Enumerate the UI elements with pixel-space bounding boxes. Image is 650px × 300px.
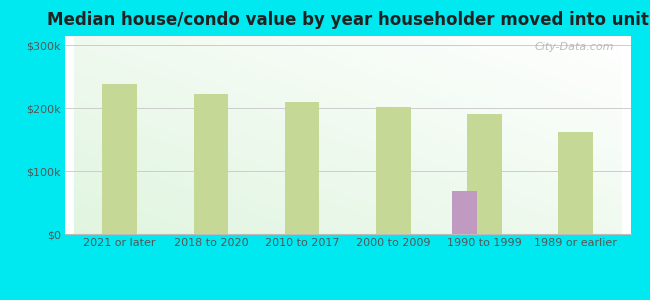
Bar <box>558 131 593 234</box>
Bar <box>194 94 228 234</box>
Bar <box>285 102 320 234</box>
Text: City-Data.com: City-Data.com <box>534 42 614 52</box>
Title: Median house/condo value by year householder moved into unit: Median house/condo value by year househo… <box>47 11 649 29</box>
Bar <box>103 84 137 234</box>
Bar <box>376 107 411 234</box>
Bar <box>467 114 502 234</box>
Bar <box>452 191 477 234</box>
